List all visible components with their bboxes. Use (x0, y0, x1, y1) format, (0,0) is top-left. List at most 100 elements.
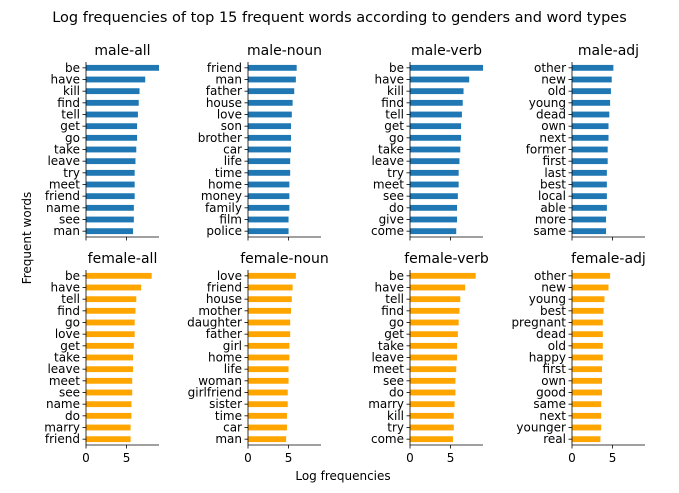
y-tick-label: police (206, 224, 242, 238)
y-tick-label: former (526, 143, 566, 157)
bar-try (86, 169, 135, 176)
bar-best (572, 307, 604, 314)
y-tick-label: old (548, 339, 566, 353)
panel-male-adj: male-adj othernewoldyoungdeadownnextforme… (526, 43, 645, 241)
bar-have (86, 76, 146, 83)
bar-local (572, 193, 607, 200)
y-tick-label: car (223, 421, 242, 435)
y-tick-label: first (543, 154, 567, 168)
bar-best (572, 181, 607, 188)
y-tick-label: girl (223, 339, 242, 353)
bar-car (248, 146, 291, 153)
bar-go (86, 319, 135, 326)
y-tick-label: get (384, 119, 404, 133)
y-tick-label: be (65, 61, 80, 75)
y-tick-label: tell (61, 292, 80, 306)
bar-own (572, 377, 603, 384)
bar-money (248, 193, 290, 200)
bar-police (248, 228, 289, 235)
bar-kill (410, 88, 464, 95)
y-axis-label: Frequent words (20, 192, 34, 285)
bar-time (248, 169, 291, 176)
bar-friend (86, 193, 135, 200)
bar-own (572, 123, 609, 130)
y-tick-label: love (217, 108, 242, 122)
bar-find (86, 307, 136, 314)
bar-car (248, 424, 287, 431)
y-tick-label: pregnant (511, 316, 566, 330)
y-tick-label: come (371, 432, 404, 446)
y-tick-label: see (59, 386, 80, 400)
bar-leave (86, 158, 136, 165)
bar-get (410, 123, 462, 130)
y-tick-label: have (51, 73, 80, 87)
bar-tell (86, 296, 137, 303)
y-tick-label: name (46, 201, 80, 215)
y-tick-label: old (548, 84, 566, 98)
bar-give (410, 216, 458, 223)
bar-friend (248, 64, 297, 71)
panel-male-verb: male-verb behavekillfindtellgetgotakeleav… (371, 43, 483, 241)
y-tick-label: leave (371, 154, 404, 168)
x-axis-label: Log frequencies (295, 469, 390, 483)
y-tick-label: dead (536, 108, 566, 122)
x-tick-label: 5 (123, 451, 131, 465)
y-tick-label: money (201, 189, 242, 203)
bar-meet (410, 181, 459, 188)
bar-old (572, 342, 603, 349)
bar-come (410, 436, 453, 443)
bar-tell (86, 111, 138, 118)
y-tick-label: meet (373, 178, 404, 192)
y-tick-label: do (389, 386, 404, 400)
bar-good (572, 389, 603, 396)
bar-marry (86, 424, 131, 431)
bar-able (572, 204, 607, 211)
y-tick-label: take (54, 351, 80, 365)
bar-man (248, 76, 296, 83)
y-tick-label: get (60, 339, 80, 353)
bar-love (86, 331, 135, 338)
bar-meet (86, 181, 135, 188)
y-tick-label: love (55, 327, 80, 341)
bar-brother (248, 134, 291, 141)
y-tick-label: tell (385, 108, 404, 122)
bar-do (86, 412, 132, 419)
y-tick-label: try (63, 166, 80, 180)
y-tick-label: new (541, 73, 566, 87)
bar-daughter (248, 319, 291, 326)
x-tick-label: 5 (285, 451, 293, 465)
bar-man (86, 228, 134, 235)
bar-friend (86, 436, 131, 443)
bar-be (86, 272, 152, 279)
bar-new (572, 76, 612, 83)
y-tick-label: go (65, 316, 80, 330)
y-tick-label: family (205, 201, 242, 215)
y-tick-label: real (543, 432, 566, 446)
x-tick-label: 5 (447, 451, 455, 465)
y-tick-label: take (378, 143, 404, 157)
bar-more (572, 216, 607, 223)
y-tick-label: have (375, 281, 404, 295)
bar-first (572, 366, 603, 373)
bar-try (410, 169, 459, 176)
bar-last (572, 169, 607, 176)
y-tick-label: best (540, 304, 566, 318)
y-tick-label: leave (371, 351, 404, 365)
y-tick-label: get (384, 327, 404, 341)
y-tick-label: next (539, 131, 566, 145)
figure-title: Log frequencies of top 15 frequent words… (52, 10, 627, 26)
y-tick-label: able (540, 201, 566, 215)
bar-tell (410, 296, 461, 303)
bar-old (572, 88, 611, 95)
bar-name (86, 401, 132, 408)
bar-son (248, 123, 291, 130)
y-tick-label: go (389, 316, 404, 330)
x-tick-label: 0 (244, 451, 252, 465)
y-tick-label: happy (529, 351, 566, 365)
y-tick-label: have (375, 73, 404, 87)
y-tick-label: meet (373, 362, 404, 376)
y-tick-label: find (57, 304, 80, 318)
bar-first (572, 158, 608, 165)
bar-same (572, 228, 607, 235)
bar-name (86, 204, 134, 211)
